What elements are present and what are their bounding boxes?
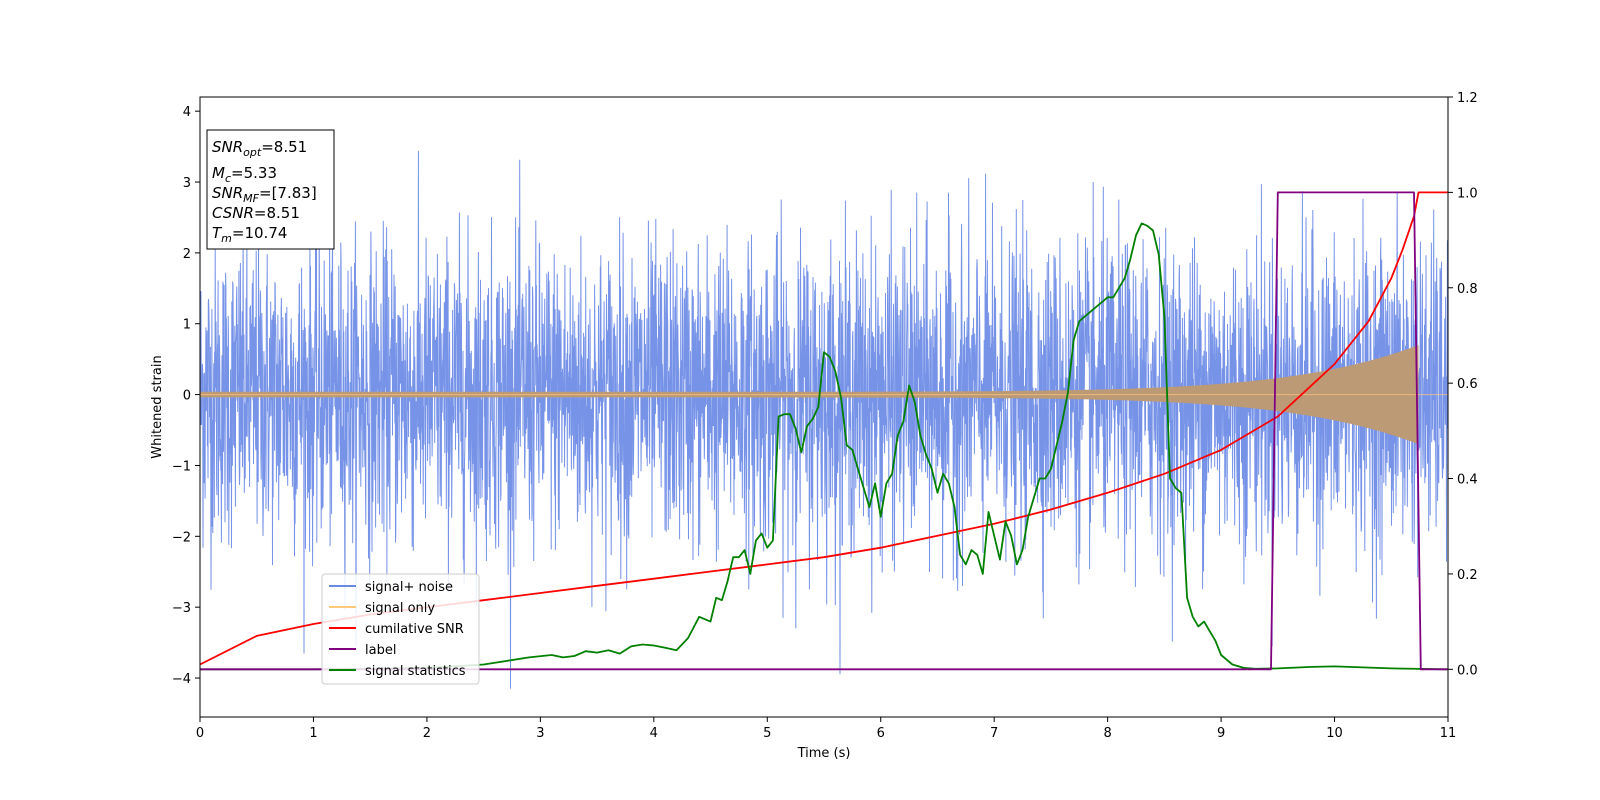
info-csnr: CSNR=8.51 [212, 204, 300, 222]
x-tick-label-11: 11 [1440, 726, 1457, 741]
x-axis: 0 1 2 3 4 5 6 7 8 9 10 11 [196, 717, 1456, 741]
y-right-tick-label-0: 0.0 [1457, 663, 1478, 678]
legend-label-signal-statistics: signal statistics [365, 664, 466, 679]
y-left-tick-label-3: −1 [172, 459, 191, 474]
info-box: SNRopt=8.51 Mc=5.33 SNRMF=[7.83] CSNR=8.… [206, 129, 335, 250]
y-left-tick-label-8: 4 [183, 105, 191, 120]
x-tick-label-4: 4 [650, 726, 658, 741]
y-right-tick-label-5: 1.0 [1457, 186, 1478, 201]
series-label [200, 191, 1448, 671]
y-left-tick-label-2: −2 [172, 530, 191, 545]
y-left-tick-label-6: 2 [183, 247, 191, 262]
y-right-tick-label-2: 0.4 [1457, 473, 1478, 488]
y-left-tick-label-7: 3 [183, 176, 191, 191]
x-tick-label-6: 6 [877, 726, 885, 741]
x-tick-label-9: 9 [1217, 726, 1225, 741]
y-right-tick-label-6: 1.2 [1457, 91, 1478, 106]
info-snr-mf: SNRMF=[7.83] [212, 184, 317, 205]
series-signal-statistics [200, 222, 1448, 671]
legend-label-cumulative-snr: cumilative SNR [365, 622, 464, 637]
y-axis-label: Whitened strain [150, 355, 165, 458]
axes-frame [199, 96, 1449, 718]
info-tm: Tm=10.74 [212, 224, 287, 245]
x-tick-label-8: 8 [1103, 726, 1111, 741]
y-right-tick-label-4: 0.8 [1457, 282, 1478, 297]
y-left-tick-label-1: −3 [172, 601, 191, 616]
y-left-tick-label-4: 0 [183, 389, 191, 404]
legend: signal+ noise signal only cumilative SNR… [321, 573, 480, 685]
x-tick-label-2: 2 [423, 726, 431, 741]
y-right-tick-label-1: 0.2 [1457, 568, 1478, 583]
x-tick-label-3: 3 [536, 726, 544, 741]
legend-label-signal-only: signal only [365, 601, 435, 616]
x-tick-label-7: 7 [990, 726, 998, 741]
y-left-tick-label-0: −4 [172, 672, 191, 687]
legend-label-signal-noise: signal+ noise [365, 580, 453, 595]
info-snr-opt: SNRopt=8.51 [212, 138, 307, 159]
x-tick-label-1: 1 [309, 726, 317, 741]
x-tick-label-0: 0 [196, 726, 204, 741]
x-tick-label-5: 5 [763, 726, 771, 741]
y-axis-right: 0.0 0.2 0.4 0.6 0.8 1.0 1.2 [1448, 91, 1478, 678]
x-tick-label-10: 10 [1326, 726, 1343, 741]
y-left-tick-label-5: 1 [183, 318, 191, 333]
legend-label-label: label [365, 643, 396, 658]
x-axis-label: Time (s) [797, 746, 851, 761]
info-mc: Mc=5.33 [212, 164, 277, 185]
y-axis-left: −4 −3 −2 −1 0 1 2 3 4 [172, 105, 200, 687]
y-right-tick-label-3: 0.6 [1457, 377, 1478, 392]
